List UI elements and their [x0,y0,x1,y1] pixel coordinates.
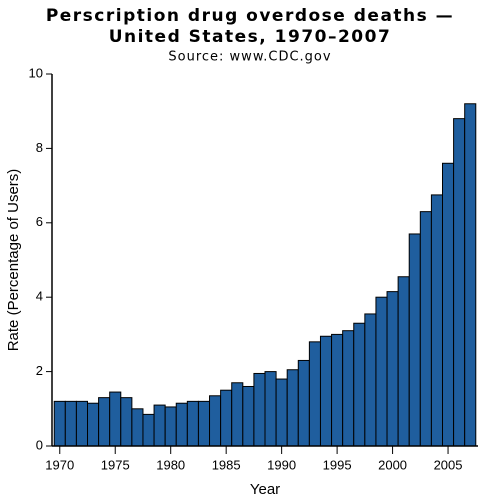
y-tick-label: 10 [29,65,43,80]
bar [419,211,432,447]
bar [109,391,122,447]
bar [253,372,266,447]
bar [353,322,366,447]
bar [342,330,355,447]
bar [408,233,421,447]
bar [231,382,244,447]
x-tick-label: 2000 [378,457,407,472]
bar [175,402,188,447]
x-tick-label: 1970 [45,457,74,472]
bar [153,404,166,447]
bar [164,406,177,447]
bar [75,400,88,447]
bar [242,385,255,447]
bar [386,291,399,447]
bar [375,296,388,447]
chart-title: United States, 1970–2007 [109,27,392,47]
y-tick-label: 6 [36,214,43,229]
bar [264,371,277,447]
bar [186,400,199,447]
bar [131,408,144,447]
bar [209,395,222,447]
y-axis-label: Rate (Percentage of Users) [5,169,22,352]
bar [120,397,133,447]
y-tick-label: 8 [36,140,43,155]
bar [442,162,455,447]
x-axis-label: Year [250,481,280,498]
bar [197,400,211,447]
bar [464,103,477,447]
y-tick-label: 2 [36,363,43,378]
chart-title: Perscription drug overdose deaths — [46,6,454,26]
bar [364,313,377,447]
bar [87,402,100,447]
bar [64,400,77,447]
x-tick-label: 1990 [267,457,296,472]
chart-subtitle: Source: www.CDC.gov [168,50,331,65]
x-tick-label: 1975 [101,457,130,472]
bar [308,341,321,447]
bar [453,118,466,447]
bar [53,400,66,447]
y-tick-label: 4 [36,289,43,304]
bar [331,333,344,447]
bar [142,413,155,447]
x-tick-label: 2005 [434,457,463,472]
y-tick-label: 0 [36,437,43,452]
x-tick-label: 1980 [156,457,185,472]
bar [286,369,299,447]
bar [297,359,310,447]
x-tick-label: 1985 [212,457,241,472]
bar [275,378,288,447]
bar [397,276,410,447]
bar [319,335,333,447]
bar [430,194,443,447]
bar [220,389,233,447]
x-tick-label: 1995 [323,457,352,472]
bar [98,397,111,447]
